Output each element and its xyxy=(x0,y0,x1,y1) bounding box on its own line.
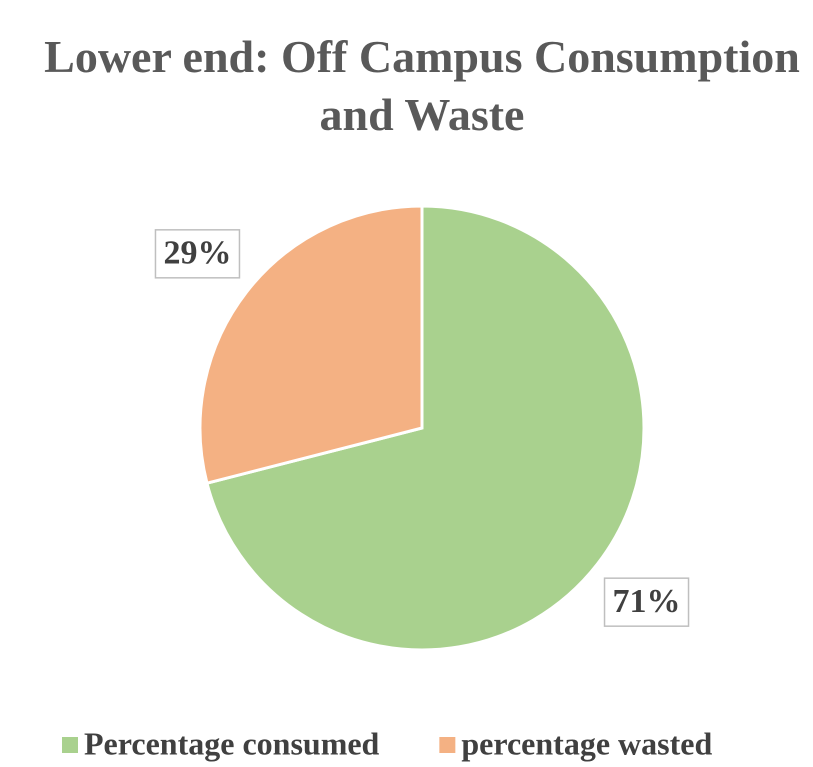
chart-title: Lower end: Off Campus Consumption and Wa… xyxy=(44,31,800,140)
legend-marker xyxy=(439,737,456,753)
data-label-box xyxy=(154,229,241,279)
legend-label: percentage wasted xyxy=(461,725,712,761)
pie-slice xyxy=(205,204,646,652)
data-label: 71% xyxy=(613,583,681,620)
pie-slice xyxy=(198,204,424,486)
data-label: 29% xyxy=(163,235,231,272)
data-label-box xyxy=(603,577,690,627)
legend-label: Percentage consumed xyxy=(84,725,380,761)
legend-marker xyxy=(62,737,78,753)
